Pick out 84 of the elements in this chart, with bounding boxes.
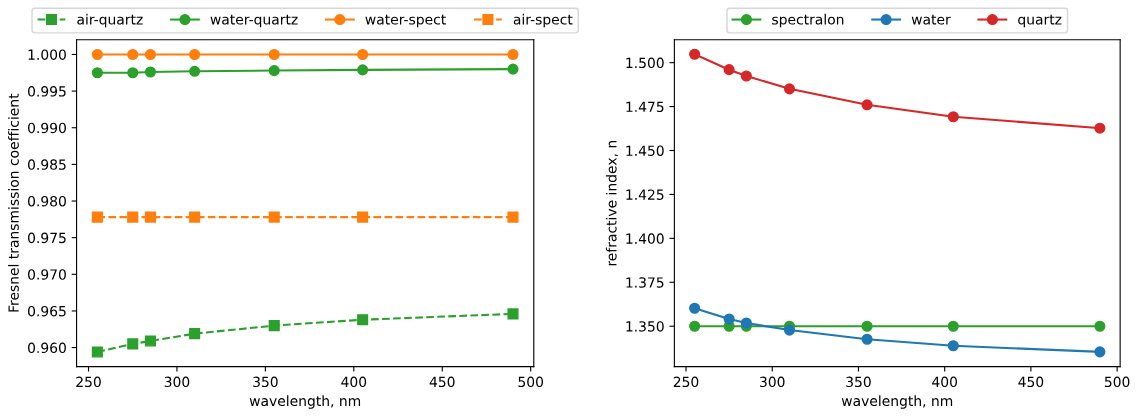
point [507,48,519,61]
y-tick-label: 1.000 [28,49,66,60]
x-axis-title: wavelength, nm [249,395,361,409]
point [357,64,369,76]
y-tick-label: 0.960 [28,342,66,354]
legend-label: quartz [1018,14,1062,28]
point [689,320,701,332]
point [268,65,280,77]
point [91,211,103,223]
point [861,99,873,111]
x-tick-label: 450 [1018,376,1044,388]
point [127,48,139,61]
y-axis-title: Fresnel transmission coefficient [8,93,19,312]
point [357,314,369,326]
x-tick-label: 250 [673,376,699,388]
y-tick-label: 1.350 [626,321,664,332]
point [144,335,156,347]
legend-label: spectralon [772,13,844,28]
y-tick-label: 1.500 [626,57,664,69]
point [144,66,156,78]
y-tick-label: 0.995 [28,86,66,97]
point [357,48,369,61]
legend-label: air-quartz [77,13,143,28]
point [689,302,701,314]
point [189,328,201,340]
point [189,211,201,223]
x-tick-label: 500 [1104,376,1130,388]
point [91,48,103,61]
legend-label: water [911,14,951,25]
point [127,211,139,223]
point [723,64,735,76]
point [861,320,873,332]
point [357,211,369,223]
x-axis-title: wavelength, nm [841,395,953,409]
point [507,63,519,75]
legend-label: air-spect [513,13,573,28]
point [740,70,752,82]
point [947,111,959,123]
x-tick-label: 250 [76,376,101,388]
point [189,65,201,77]
x-tick-label: 350 [846,376,871,388]
x-tick-label: 450 [429,376,455,388]
y-tick-label: 0.990 [28,122,66,134]
point [268,48,280,61]
x-tick-label: 500 [518,376,544,388]
point [268,211,280,223]
y-tick-label: 1.400 [626,233,664,244]
point [189,48,201,61]
y-tick-label: 0.985 [28,159,66,170]
point [507,308,519,320]
point [91,67,103,79]
point [861,333,873,345]
point [127,67,139,79]
y-tick-label: 0.975 [28,232,66,244]
point [144,211,156,223]
x-tick-label: 350 [253,376,278,388]
point [689,48,701,60]
point [783,83,796,95]
legend-label: water-spect [365,14,446,28]
point [1094,346,1106,358]
point [91,346,103,358]
point [268,320,280,332]
point [144,48,156,61]
x-tick-label: 400 [341,376,367,388]
y-tick-label: 1.375 [626,277,664,288]
x-tick-label: 300 [164,376,190,388]
point [723,313,735,325]
y-tick-label: 1.450 [626,145,664,156]
point [1094,122,1106,134]
y-tick-label: 0.980 [28,195,66,207]
point [127,338,139,350]
point [947,340,959,352]
x-tick-label: 400 [932,376,958,388]
y-tick-label: 0.965 [28,305,66,317]
x-tick-label: 300 [760,376,785,388]
legend-label: water-quartz [210,14,298,28]
y-axis-title: refractive index, n [605,140,619,266]
y-tick-label: 1.475 [626,101,664,113]
y-tick-label: 0.970 [28,269,66,280]
point [1094,320,1106,332]
point [783,324,796,336]
point [947,320,959,332]
y-tick-label: 1.425 [626,189,664,200]
point [507,211,519,223]
